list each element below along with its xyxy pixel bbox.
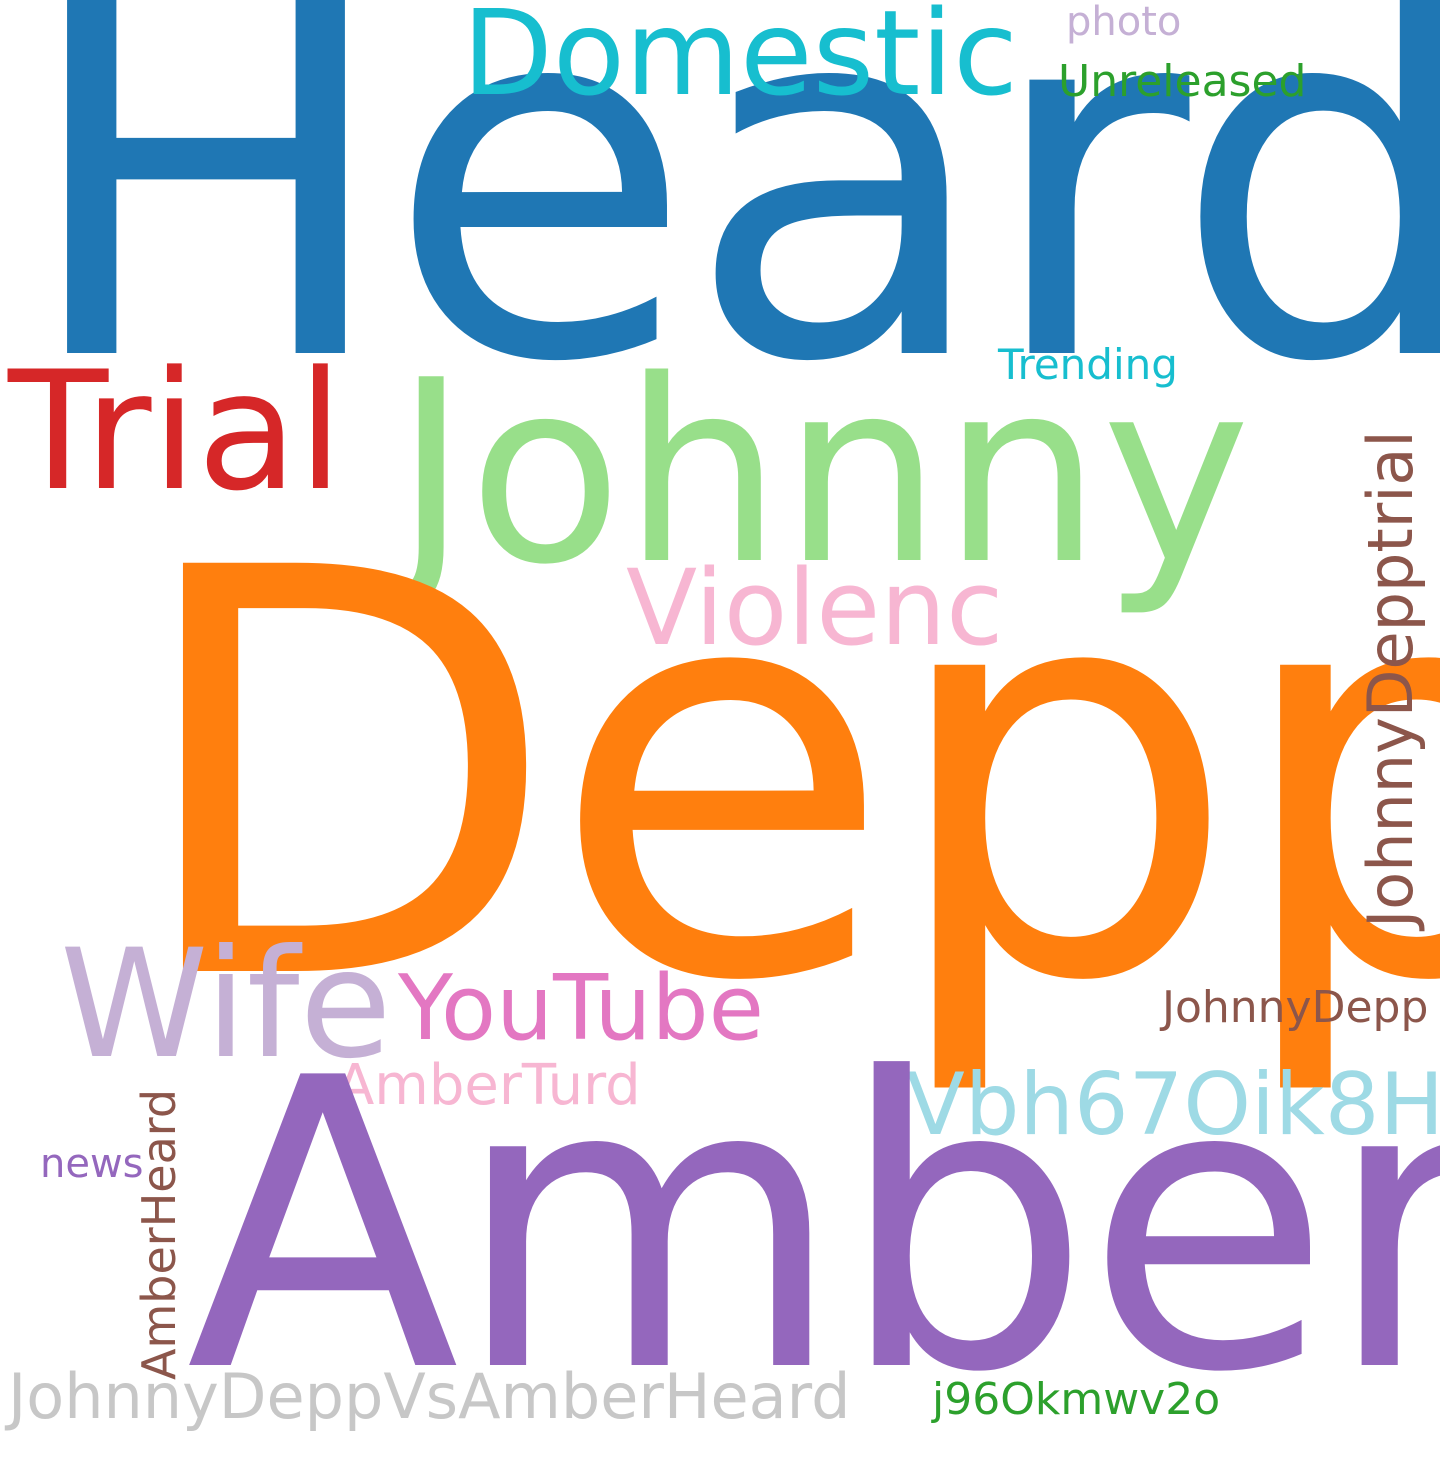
word-johnnydepptrial: JohnnyDepptrial — [1360, 430, 1422, 928]
word-news: news — [40, 1144, 144, 1184]
word-domestic: Domestic — [462, 0, 1018, 112]
word-photo: photo — [1066, 2, 1181, 42]
word-amberheard: AmberHeard — [136, 1089, 182, 1380]
word-unreleased: Unreleased — [1058, 60, 1306, 104]
word-johnnydeppvsamberheard: JohnnyDeppVsAmberHeard — [8, 1366, 850, 1428]
word-j96okmwv2o: j96Okmwv2o — [932, 1378, 1220, 1422]
